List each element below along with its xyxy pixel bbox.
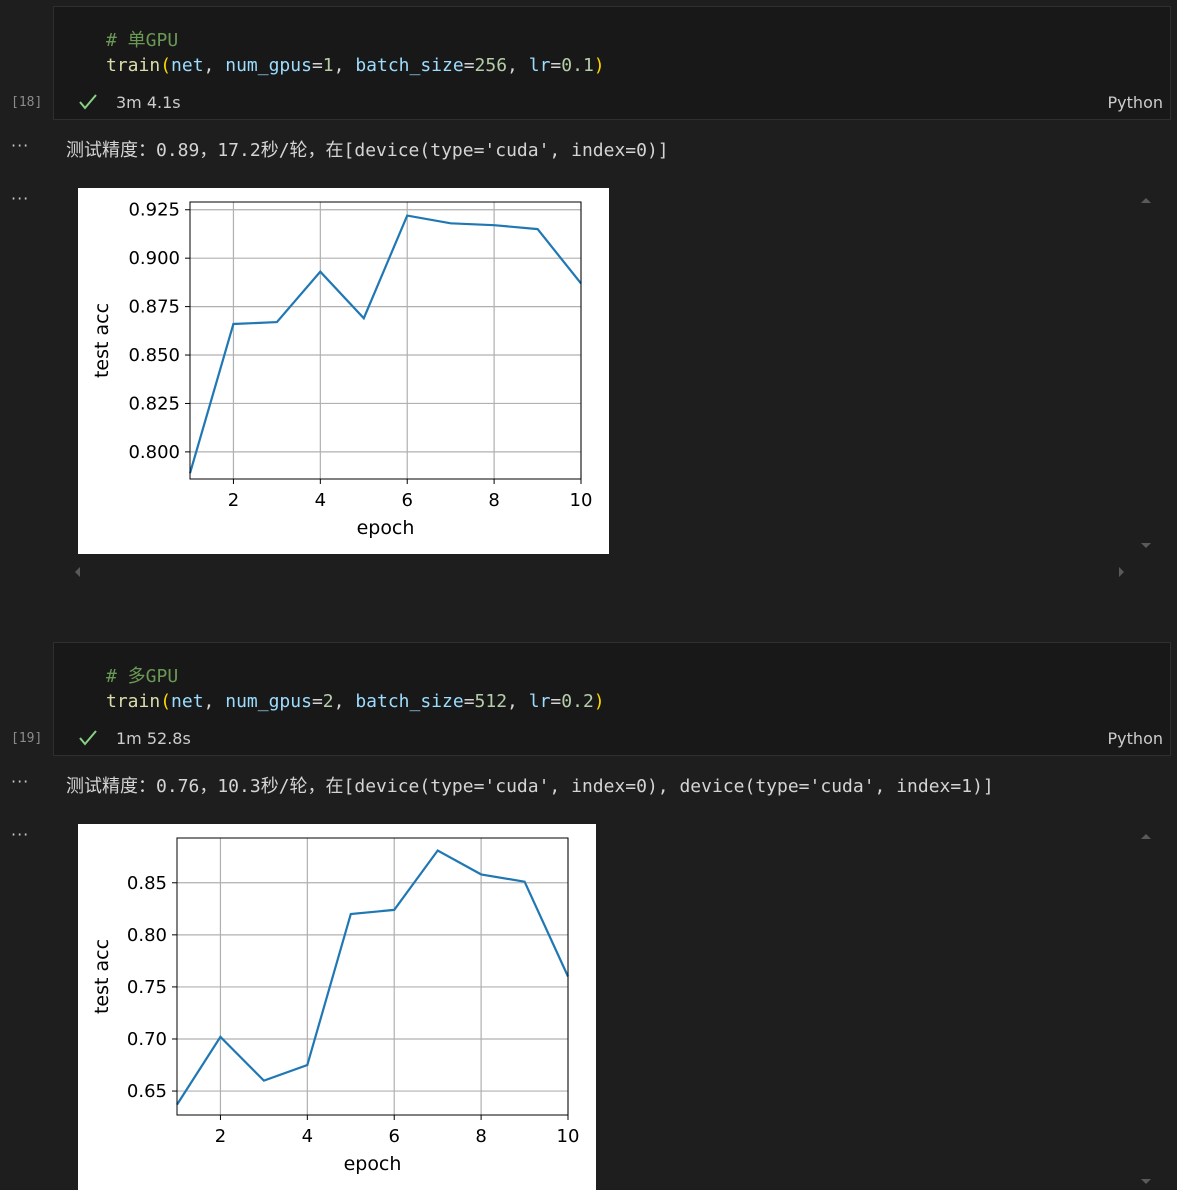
scroll-down-arrow[interactable]	[1141, 543, 1151, 548]
param-batch-size: batch_size	[355, 55, 464, 76]
series-line	[188, 214, 582, 474]
x-axis-label: epoch	[357, 517, 415, 539]
param-num-gpus: num_gpus	[225, 55, 312, 76]
scroll-up-arrow[interactable]	[1141, 834, 1151, 839]
scroll-right-arrow[interactable]	[1119, 567, 1124, 577]
arg-net: net	[171, 691, 204, 712]
execution-count: [19]	[11, 731, 43, 746]
execution-time: 1m 52.8s	[116, 729, 191, 748]
y-tick-label: 0.70	[127, 1029, 167, 1050]
comma: ,	[333, 55, 356, 76]
x-tick-label: 4	[315, 490, 326, 511]
equals: =	[311, 55, 323, 76]
y-tick-label: 0.75	[127, 977, 167, 998]
code-cell-19[interactable]	[53, 642, 1171, 756]
cell-language-label[interactable]: Python	[1107, 729, 1163, 748]
x-tick-label: 6	[401, 490, 412, 511]
equals: =	[550, 55, 562, 76]
equals: =	[463, 691, 475, 712]
value-num-gpus: 2	[322, 691, 334, 712]
check-icon	[79, 730, 97, 746]
open-paren: (	[160, 55, 172, 76]
line-chart: 2 4 6 8 10 0.800 0.825 0.850 0.875 0.900 0.925 epoc…	[91, 200, 593, 539]
plot-output: 2 4 6 8 10 0.800 0.825 0.850 0.875 0.900 0.925 epoc…	[78, 188, 609, 554]
equals: =	[311, 691, 323, 712]
x-tick-label: 10	[557, 1126, 580, 1147]
value-batch-size: 512	[474, 691, 508, 712]
output-menu-icon[interactable]: ···	[11, 189, 30, 208]
open-paren: (	[160, 691, 172, 712]
y-axis-label: test acc	[91, 939, 113, 1014]
axes-frame	[189, 201, 582, 480]
execution-time: 3m 4.1s	[116, 93, 181, 112]
x-tick-label: 8	[475, 1126, 486, 1147]
code-comment: # 多GPU	[106, 666, 179, 687]
line-chart: 2 4 6 8 10 0.65 0.70 0.75 0.80 0.85 epoch test acc	[91, 837, 580, 1175]
y-tick-label: 0.65	[127, 1081, 167, 1102]
code-comment-line[interactable]: # 多GPU	[106, 662, 178, 688]
param-lr: lr	[528, 55, 551, 76]
y-tick-label: 0.825	[128, 393, 180, 414]
code-comment: # 单GPU	[106, 30, 179, 51]
value-lr: 0.1	[561, 55, 594, 76]
comma: ,	[333, 691, 356, 712]
code-call-line[interactable]: train(net, num_gpus=1, batch_size=256, l…	[106, 55, 605, 76]
param-batch-size: batch_size	[355, 691, 464, 712]
function-name: train	[106, 691, 161, 712]
value-lr: 0.2	[561, 691, 594, 712]
output-menu-icon[interactable]: ···	[11, 136, 30, 155]
value-batch-size: 256	[474, 55, 508, 76]
comma: ,	[203, 691, 226, 712]
x-tick-label: 6	[388, 1126, 399, 1147]
check-icon	[79, 94, 97, 110]
x-tick-label: 10	[570, 490, 593, 511]
y-tick-label: 0.900	[128, 248, 180, 269]
y-tick-label: 0.800	[128, 442, 180, 463]
execution-count: [18]	[11, 95, 43, 110]
output-menu-icon[interactable]: ···	[11, 772, 30, 791]
comma: ,	[203, 55, 226, 76]
axes-frame	[176, 837, 569, 1116]
comma: ,	[507, 691, 529, 712]
scroll-left-arrow[interactable]	[75, 567, 80, 577]
x-axis-label: epoch	[344, 1153, 402, 1175]
code-cell-18[interactable]	[53, 6, 1171, 120]
y-tick-label: 0.925	[128, 200, 180, 221]
close-paren: )	[593, 691, 605, 712]
y-tick-label: 0.850	[128, 345, 180, 366]
y-tick-label: 0.80	[127, 925, 167, 946]
arg-net: net	[171, 55, 204, 76]
x-tick-label: 2	[215, 1126, 226, 1147]
cell-language-label[interactable]: Python	[1107, 93, 1163, 112]
param-lr: lr	[528, 691, 551, 712]
param-num-gpus: num_gpus	[225, 691, 312, 712]
y-tick-label: 0.875	[128, 297, 180, 318]
plot-output: 2 4 6 8 10 0.65 0.70 0.75 0.80 0.85 epoch test acc	[78, 824, 596, 1190]
x-tick-label: 2	[228, 490, 239, 511]
value-num-gpus: 1	[322, 55, 334, 76]
output-text: 测试精度：0.76，10.3秒/轮，在[device(type='cuda', …	[66, 776, 994, 797]
output-text: 测试精度：0.89，17.2秒/轮，在[device(type='cuda', …	[66, 140, 669, 161]
scroll-down-arrow[interactable]	[1141, 1179, 1151, 1184]
code-call-line[interactable]: train(net, num_gpus=2, batch_size=512, l…	[106, 691, 605, 712]
comma: ,	[507, 55, 529, 76]
code-comment-line[interactable]: # 单GPU	[106, 26, 178, 52]
y-axis-label: test acc	[91, 303, 113, 378]
function-name: train	[106, 55, 161, 76]
close-paren: )	[593, 55, 605, 76]
output-menu-icon[interactable]: ···	[11, 825, 30, 844]
equals: =	[463, 55, 475, 76]
series-line	[176, 849, 570, 1106]
scroll-up-arrow[interactable]	[1141, 198, 1151, 203]
x-tick-label: 4	[302, 1126, 313, 1147]
y-tick-label: 0.85	[127, 873, 167, 894]
x-tick-label: 8	[488, 490, 499, 511]
equals: =	[550, 691, 562, 712]
